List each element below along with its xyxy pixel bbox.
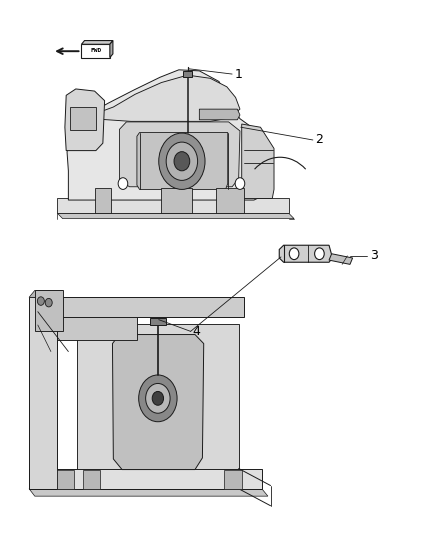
- Polygon shape: [329, 254, 353, 264]
- Polygon shape: [77, 324, 239, 469]
- Polygon shape: [65, 89, 105, 151]
- Circle shape: [166, 142, 198, 180]
- Polygon shape: [29, 290, 63, 297]
- Circle shape: [118, 177, 128, 189]
- Polygon shape: [57, 213, 294, 219]
- Polygon shape: [29, 469, 262, 489]
- Polygon shape: [110, 41, 113, 58]
- Polygon shape: [83, 470, 100, 489]
- Polygon shape: [137, 133, 228, 189]
- Polygon shape: [120, 122, 240, 187]
- Polygon shape: [85, 75, 240, 122]
- Circle shape: [146, 383, 170, 413]
- Polygon shape: [224, 470, 242, 489]
- Polygon shape: [95, 188, 111, 213]
- Circle shape: [235, 177, 245, 189]
- Polygon shape: [57, 317, 137, 340]
- Polygon shape: [29, 297, 57, 489]
- Polygon shape: [81, 44, 110, 58]
- Polygon shape: [70, 107, 96, 131]
- Polygon shape: [35, 290, 63, 332]
- Polygon shape: [183, 71, 192, 77]
- Circle shape: [174, 152, 190, 171]
- Text: 2: 2: [315, 133, 323, 147]
- Circle shape: [289, 248, 299, 260]
- Polygon shape: [57, 198, 289, 213]
- Polygon shape: [67, 70, 274, 200]
- Polygon shape: [113, 335, 204, 470]
- Polygon shape: [199, 109, 240, 120]
- Polygon shape: [215, 188, 244, 213]
- Circle shape: [37, 297, 44, 305]
- Text: 3: 3: [370, 249, 378, 262]
- Circle shape: [152, 391, 163, 405]
- Polygon shape: [57, 470, 74, 489]
- Polygon shape: [161, 188, 192, 213]
- Circle shape: [45, 298, 52, 307]
- Polygon shape: [279, 245, 332, 262]
- Polygon shape: [150, 318, 166, 325]
- Circle shape: [314, 248, 324, 260]
- Polygon shape: [29, 489, 268, 496]
- Polygon shape: [57, 297, 244, 317]
- Polygon shape: [81, 41, 113, 44]
- Circle shape: [139, 375, 177, 422]
- Circle shape: [159, 133, 205, 189]
- Text: 1: 1: [234, 68, 242, 80]
- Text: 4: 4: [193, 325, 201, 338]
- Text: FWD: FWD: [90, 49, 101, 53]
- Polygon shape: [242, 124, 274, 198]
